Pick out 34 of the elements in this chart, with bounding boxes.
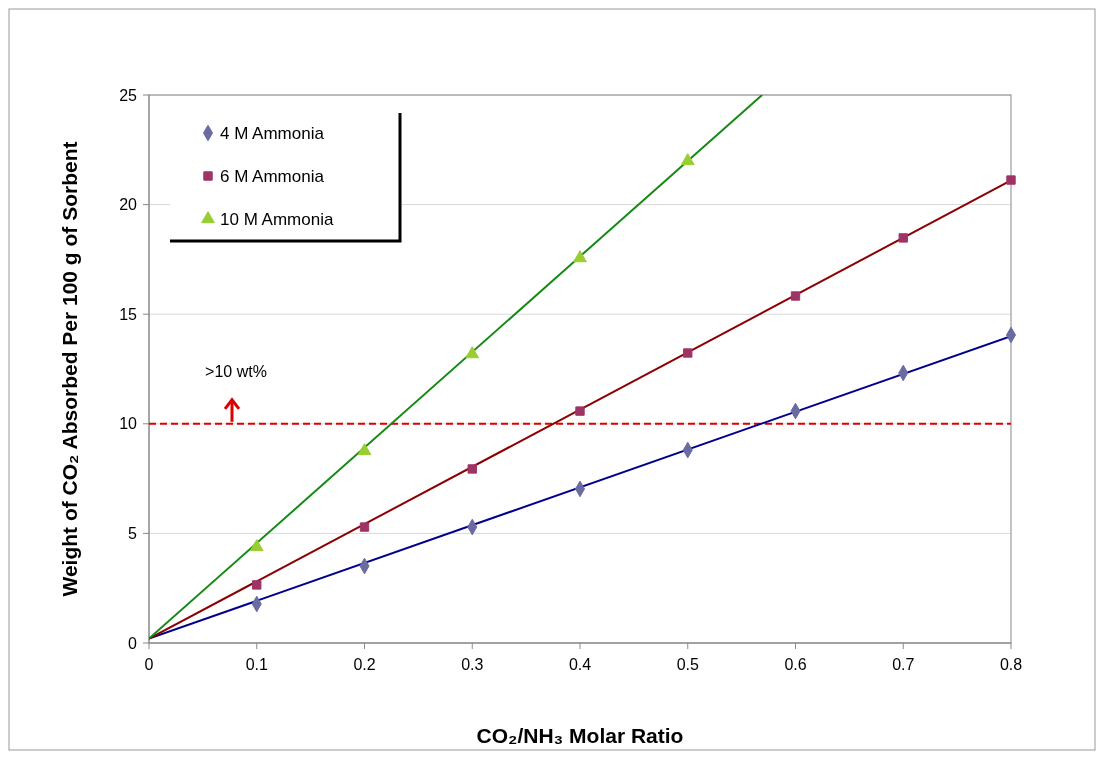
x-tick-label: 0.5	[676, 656, 699, 673]
point	[357, 443, 372, 456]
point	[683, 348, 693, 358]
point	[465, 346, 480, 359]
x-tick-label: 0.2	[353, 656, 376, 673]
y-tick-label: 15	[119, 305, 138, 323]
x-tick-label: 0.8	[999, 656, 1023, 673]
ref-line-label: >10 wt%	[205, 362, 267, 380]
point	[575, 406, 585, 416]
x-tick-label: 0	[144, 656, 154, 673]
y-tick-label: 0	[128, 634, 138, 652]
y-tick-label: 25	[119, 86, 138, 104]
x-tick-label: 0.3	[461, 656, 484, 673]
point	[573, 250, 587, 263]
point	[252, 580, 262, 590]
x-axis-title: CO₂/NH₃ Molar Ratio	[476, 724, 684, 747]
x-tick-label: 0.1	[245, 656, 268, 673]
x-tick-label: 0.6	[784, 656, 807, 673]
x-tick-label: 0.4	[568, 656, 592, 673]
point	[898, 233, 908, 243]
point	[359, 522, 370, 532]
legend-label: 6 M Ammonia	[220, 166, 325, 186]
point	[249, 539, 264, 552]
point	[790, 291, 801, 301]
y-axis-title: Weight of CO₂ Absorbed Per 100 g of Sorbent	[58, 141, 81, 597]
y-tick-label: 20	[119, 196, 138, 214]
legend-label: 4 M Ammonia	[220, 123, 325, 143]
x-tick-label: 0.7	[892, 656, 915, 673]
y-tick-label: 10	[119, 415, 138, 433]
point	[1006, 175, 1016, 185]
point	[467, 464, 477, 474]
point	[680, 153, 695, 166]
y-tick-label: 5	[128, 525, 138, 542]
legend-label: 10 M Ammonia	[220, 209, 334, 229]
